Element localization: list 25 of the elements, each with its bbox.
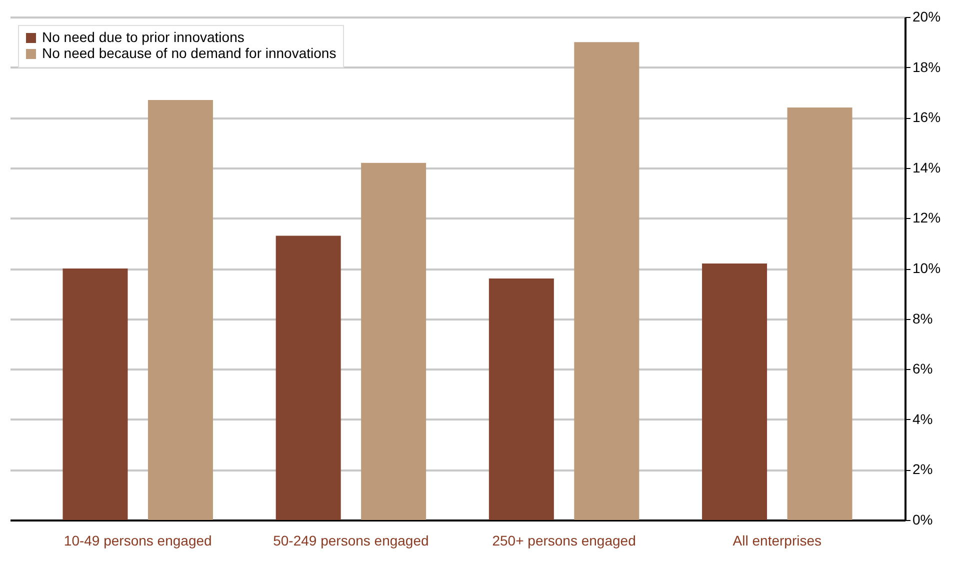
bar <box>787 108 852 520</box>
y-tick-label: 10% <box>912 260 941 276</box>
x-tick-label: 10-49 persons engaged <box>64 532 212 548</box>
legend-label: No need because of no demand for innovations <box>42 45 336 61</box>
y-tick-label: 20% <box>912 8 941 24</box>
x-tick-label: 50-249 persons engaged <box>273 532 429 548</box>
y-tick-label: 16% <box>912 109 941 126</box>
bar <box>702 263 768 520</box>
y-tick-label: 18% <box>912 58 941 75</box>
y-tick-label: 14% <box>912 159 941 176</box>
y-tick-label: 12% <box>912 210 941 226</box>
x-tick-label: 250+ persons engaged <box>492 532 636 548</box>
y-tick-label: 2% <box>912 461 933 478</box>
bar <box>148 100 213 520</box>
y-tick-label: 4% <box>912 410 933 427</box>
y-tick-label: 6% <box>912 360 933 377</box>
y-tick-label: 0% <box>912 512 933 528</box>
legend-label: No need due to prior innovations <box>42 29 244 45</box>
y-tick-label: 8% <box>912 310 933 326</box>
bar <box>488 278 554 520</box>
bar <box>361 162 426 520</box>
bar <box>62 268 128 520</box>
x-tick-label: All enterprises <box>732 532 822 548</box>
bar <box>574 42 640 520</box>
bar <box>276 236 341 520</box>
